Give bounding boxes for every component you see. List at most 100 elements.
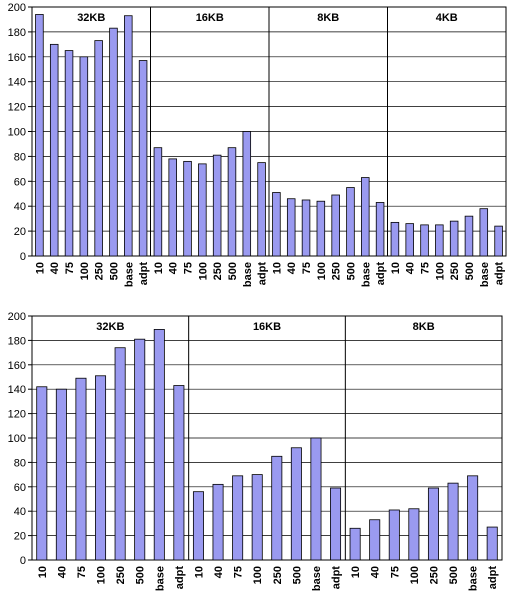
x-tick-label: base [468, 566, 480, 591]
x-tick-label: 75 [420, 262, 432, 274]
y-tick-label: 60 [14, 482, 26, 494]
bar [290, 447, 302, 561]
x-tick-label: 10 [271, 262, 283, 274]
bar [369, 519, 381, 561]
y-tick-label: 140 [8, 384, 26, 396]
x-tick-label: 500 [227, 262, 239, 280]
bar [375, 202, 385, 257]
x-tick-label: 250 [449, 262, 461, 280]
bar [479, 208, 489, 257]
bar [257, 162, 266, 257]
bar [95, 375, 107, 561]
y-tick-label: 100 [8, 127, 26, 139]
bar [114, 347, 126, 561]
bar [405, 223, 414, 257]
x-tick-label: 10 [153, 262, 165, 274]
x-tick-label: base [360, 262, 372, 287]
bar [55, 388, 67, 561]
x-tick-label: 500 [448, 566, 460, 584]
bar [153, 329, 165, 561]
x-tick-label: 250 [94, 262, 106, 280]
group-label: 8KB [317, 12, 339, 24]
y-tick-label: 100 [8, 433, 26, 445]
x-tick-label: 75 [233, 566, 245, 578]
x-tick-label: 100 [434, 262, 446, 280]
bar [390, 221, 400, 257]
x-tick-label: 500 [135, 566, 147, 584]
y-tick-label: 0 [20, 555, 26, 567]
group-label: 16KB [196, 12, 224, 24]
x-tick-label: 250 [212, 262, 224, 280]
bar [467, 475, 479, 561]
bar [447, 482, 459, 561]
x-tick-label: 10 [390, 262, 402, 274]
bar [183, 160, 192, 257]
x-tick-label: adpt [174, 566, 186, 590]
bar [64, 50, 74, 257]
bar [486, 526, 498, 561]
bar [94, 40, 103, 257]
bar [388, 509, 400, 561]
x-tick-label: 75 [64, 262, 76, 274]
y-tick-label: 40 [14, 201, 26, 213]
y-tick-label: 40 [14, 506, 26, 518]
bar [168, 158, 177, 257]
bar [464, 215, 474, 257]
group-label: 16KB [253, 321, 281, 333]
bar [232, 475, 244, 561]
x-tick-label: 40 [213, 566, 225, 578]
x-tick-label: adpt [138, 262, 150, 286]
x-tick-label: adpt [487, 566, 499, 590]
x-tick-label: 250 [428, 566, 440, 584]
y-tick-label: 80 [14, 457, 26, 469]
x-tick-label: adpt [257, 262, 269, 286]
y-tick-label: 160 [8, 52, 26, 64]
y-tick-label: 60 [14, 176, 26, 188]
x-tick-label: 500 [291, 566, 303, 584]
bar [310, 437, 322, 561]
x-tick-label: 500 [345, 262, 357, 280]
x-tick-label: base [154, 566, 166, 591]
x-tick-label: 75 [301, 262, 313, 274]
group-label: 4KB [436, 12, 458, 24]
bar [435, 224, 444, 257]
bar [316, 200, 326, 257]
bar [251, 474, 263, 561]
bar [192, 491, 204, 561]
x-tick-label: base [242, 262, 254, 287]
bar [49, 43, 59, 257]
x-tick-label: 250 [331, 262, 343, 280]
x-tick-label: adpt [375, 262, 387, 286]
x-tick-label: base [123, 262, 135, 287]
x-tick-label: 40 [370, 566, 382, 578]
bar [427, 487, 439, 561]
x-tick-label: 100 [252, 566, 264, 584]
bar [75, 377, 87, 561]
bar [349, 527, 361, 561]
bar [420, 224, 429, 257]
bar [198, 163, 207, 257]
bar [346, 187, 355, 257]
bar [36, 386, 48, 561]
x-tick-label: 40 [405, 262, 417, 274]
x-tick-label: base [479, 262, 491, 287]
x-tick-label: 250 [272, 566, 284, 584]
group-label: 32KB [77, 12, 105, 24]
bar [361, 177, 370, 257]
x-tick-label: 40 [168, 262, 180, 274]
bar [173, 385, 185, 561]
group-label: 8KB [413, 321, 435, 333]
y-tick-label: 20 [14, 531, 26, 543]
bar [272, 192, 281, 257]
bar [494, 225, 503, 257]
bar [212, 483, 224, 561]
bar [286, 198, 296, 257]
x-tick-label: adpt [494, 262, 506, 286]
y-tick-label: 20 [14, 226, 26, 238]
bar [301, 199, 311, 257]
x-tick-label: 100 [316, 262, 328, 280]
x-tick-label: 40 [286, 262, 298, 274]
bar [79, 56, 89, 257]
x-tick-label: 10 [350, 566, 362, 578]
